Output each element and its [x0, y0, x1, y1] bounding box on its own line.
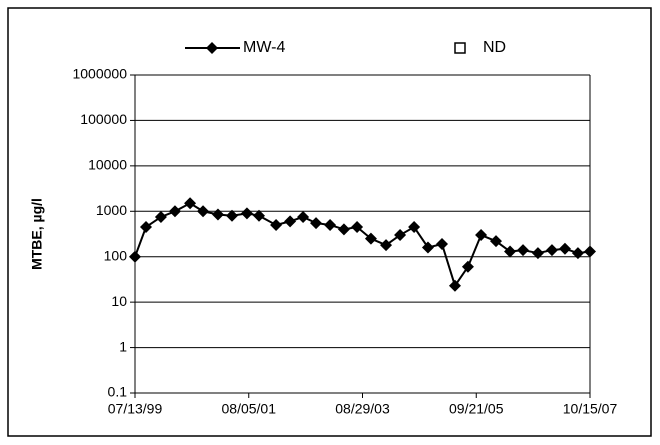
y-tick-label: 100	[104, 247, 128, 263]
point	[517, 244, 530, 257]
legend-marker	[206, 42, 218, 54]
point	[531, 247, 544, 260]
point	[197, 205, 210, 218]
point	[448, 279, 461, 292]
point	[475, 229, 488, 242]
point	[226, 209, 239, 222]
x-tick-label: 08/05/01	[222, 401, 277, 417]
y-tick-label: 0.1	[108, 384, 128, 400]
point	[351, 221, 364, 234]
point	[324, 218, 337, 231]
point	[394, 229, 407, 242]
x-tick-label: 10/15/07	[563, 401, 618, 417]
legend-marker	[454, 42, 466, 54]
y-tick-label: 10	[111, 293, 127, 309]
point	[168, 205, 181, 218]
point	[337, 223, 350, 236]
legend-label: MW-4	[243, 39, 285, 56]
point	[504, 245, 517, 258]
point	[211, 208, 224, 221]
point	[284, 215, 297, 228]
point	[436, 238, 449, 251]
point	[154, 210, 167, 223]
point	[140, 221, 153, 234]
point	[545, 244, 558, 257]
point	[270, 218, 283, 231]
point	[421, 241, 434, 254]
y-tick-label: 10000	[88, 157, 127, 173]
point	[364, 232, 377, 245]
y-tick-label: 100000	[80, 111, 127, 127]
x-tick-label: 08/29/03	[335, 401, 390, 417]
point	[461, 260, 474, 273]
series-line	[134, 202, 591, 288]
y-tick-label: 1000	[96, 202, 127, 218]
x-tick-label: 09/21/05	[449, 401, 504, 417]
point	[240, 207, 253, 220]
y-axis-label: MTBE, µg/l	[29, 198, 45, 270]
point	[380, 239, 393, 252]
point	[310, 217, 323, 230]
legend-label: ND	[483, 39, 506, 56]
point	[490, 235, 503, 248]
point	[184, 197, 197, 210]
point	[558, 242, 571, 255]
frame	[7, 7, 652, 437]
y-tick-label: 1	[119, 338, 127, 354]
point	[584, 245, 596, 258]
point	[571, 247, 584, 260]
y-tick-label: 1000000	[72, 66, 127, 82]
x-tick-label: 07/13/99	[108, 401, 163, 417]
point	[253, 209, 266, 222]
point	[408, 221, 421, 234]
point	[129, 250, 141, 263]
point	[297, 210, 310, 223]
